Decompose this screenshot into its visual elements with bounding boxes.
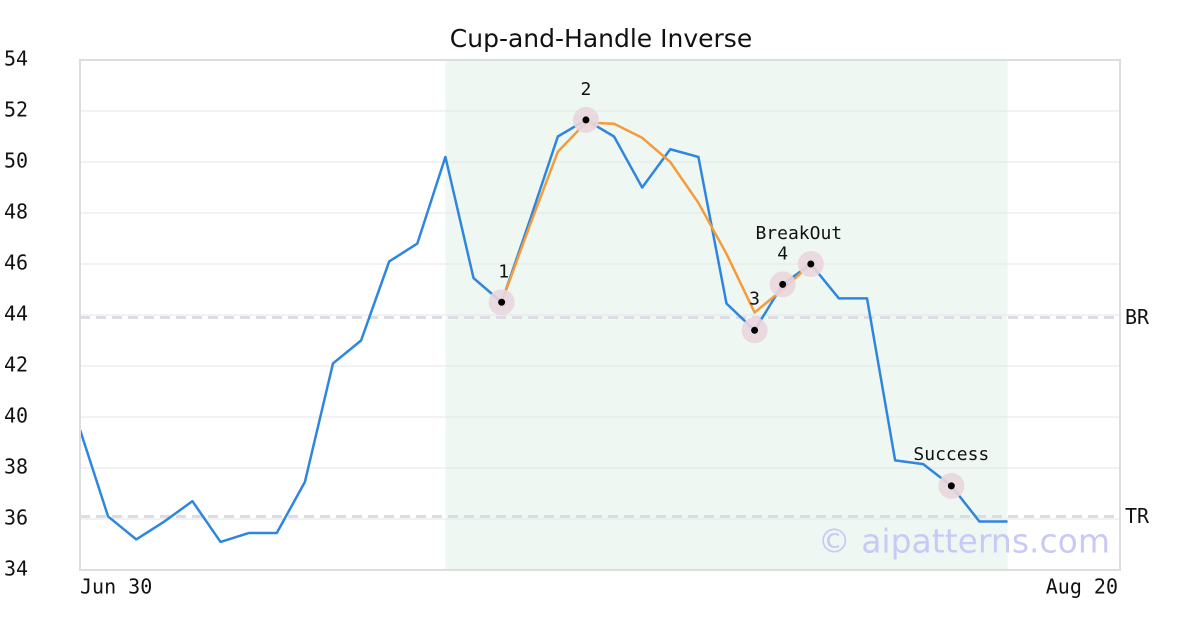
series-line (500, 121, 812, 314)
y-tick-label: 52 (4, 98, 28, 122)
series-line (78, 118, 1008, 544)
y-tick-label: 48 (4, 200, 28, 224)
level-label: TR (1125, 504, 1150, 528)
y-tick-label: 54 (4, 47, 28, 71)
annotation-label: 4 (777, 243, 788, 264)
y-tick-label: 42 (4, 353, 28, 377)
plot-frame (79, 59, 1121, 571)
y-tick-label: 50 (4, 149, 28, 173)
annotation-dot (807, 260, 815, 268)
watermark: © aipatterns.com (818, 522, 1110, 561)
annotation-dot (498, 298, 506, 306)
x-tick-label: Jun 30 (80, 575, 152, 599)
annotation-label: 2 (581, 79, 592, 100)
annotation-label: BreakOut (755, 223, 842, 244)
annotation-label: 1 (498, 261, 509, 282)
annotation-dot (751, 326, 759, 334)
annotation-dot (779, 280, 787, 288)
y-tick-label: 34 (4, 557, 28, 581)
y-tick-label: 36 (4, 506, 28, 530)
y-tick-label: 40 (4, 404, 28, 428)
y-tick-label: 38 (4, 455, 28, 479)
annotation-dot (947, 482, 955, 490)
y-tick-label: 46 (4, 251, 28, 275)
x-tick-label: Aug 20 (1046, 575, 1118, 599)
annotation-label: Success (913, 444, 989, 465)
y-tick-label: 44 (4, 302, 28, 326)
chart-title: Cup-and-Handle Inverse (450, 24, 752, 53)
level-label: BR (1125, 305, 1150, 329)
annotation-dot (582, 116, 590, 124)
annotation-label: 3 (749, 288, 760, 309)
